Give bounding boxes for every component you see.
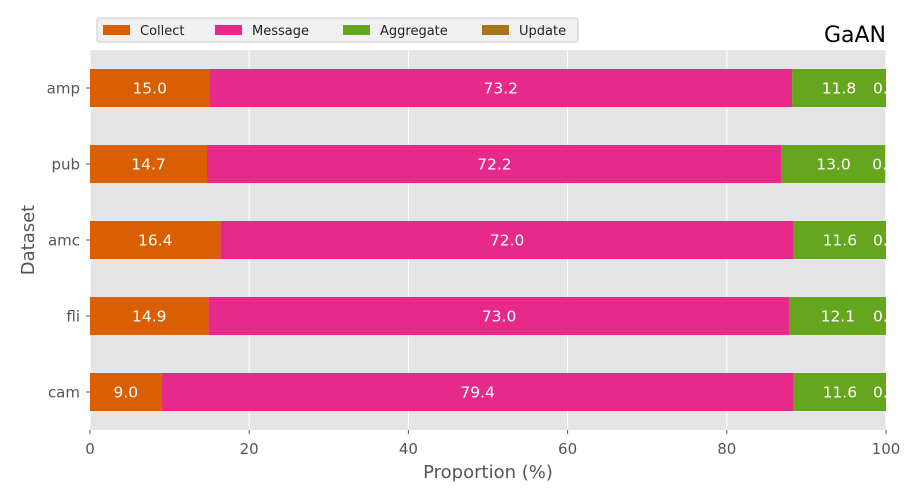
y-axis-title: Dataset — [18, 205, 39, 276]
bar-aggregate-fli — [789, 297, 886, 335]
bar-value-label: 0. — [873, 232, 888, 250]
x-tick-label: 20 — [240, 440, 259, 458]
bar-value-label: 79.4 — [460, 384, 495, 402]
bar-message-cam — [161, 373, 794, 411]
bar-value-label: 72.2 — [477, 156, 512, 174]
bar-value-labels: 15.0 73.2 11.8 0. 14.7 72.2 13.0 0. 16.4 72.0 11.6… — [113, 80, 888, 402]
legend-swatch-update — [482, 25, 509, 35]
legend: Collect Message Aggregate Update — [96, 17, 579, 43]
legend-label-aggregate: Aggregate — [380, 24, 448, 39]
bar-collect-amp — [90, 69, 210, 107]
bar-aggregate-cam — [793, 373, 886, 411]
bar-value-label: 9.0 — [113, 384, 138, 402]
legend-swatch-aggregate — [343, 25, 370, 35]
bar-aggregate-amc — [793, 221, 886, 259]
x-axis-ticks: 0 20 40 60 80 100 — [85, 430, 900, 458]
bar-value-label: 16.4 — [138, 232, 173, 250]
bar-value-label: 12.1 — [821, 308, 856, 326]
y-tick-label: fli — [66, 308, 80, 326]
bar-aggregate-amp — [792, 69, 886, 107]
y-tick-label: cam — [48, 384, 80, 402]
bar-collect-fli — [90, 297, 209, 335]
x-tick-label: 100 — [872, 440, 901, 458]
bar-value-label: 15.0 — [132, 80, 167, 98]
bar-value-label: 11.6 — [823, 384, 858, 402]
legend-label-update: Update — [519, 24, 566, 39]
y-axis-ticks: amp pub amc fli cam — [47, 80, 90, 402]
chart-title: GaAN — [824, 23, 886, 48]
y-tick-label: amp — [47, 80, 80, 98]
x-tick-label: 0 — [85, 440, 95, 458]
bars — [90, 69, 886, 411]
bar-message-pub — [207, 145, 782, 183]
bar-collect-cam — [90, 373, 162, 411]
bar-aggregate-pub — [781, 145, 886, 183]
bar-value-label: 73.0 — [482, 308, 517, 326]
y-tick-label: amc — [48, 232, 80, 250]
legend-label-collect: Collect — [140, 24, 185, 39]
bar-value-label: 11.6 — [823, 232, 858, 250]
legend-label-message: Message — [252, 24, 309, 39]
x-tick-label: 60 — [558, 440, 577, 458]
legend-box — [96, 17, 579, 43]
legend-swatch-message — [215, 25, 242, 35]
x-tick-label: 40 — [399, 440, 418, 458]
bar-value-label: 13.0 — [816, 156, 851, 174]
legend-swatch-collect — [103, 25, 130, 35]
bar-value-label: 0. — [873, 308, 888, 326]
bar-value-label: 14.9 — [132, 308, 167, 326]
x-axis-title: Proportion (%) — [423, 462, 553, 483]
bar-value-label: 11.8 — [822, 80, 857, 98]
y-tick-label: pub — [51, 156, 80, 174]
bar-value-label: 73.2 — [483, 80, 518, 98]
bar-value-label: 0. — [873, 384, 888, 402]
bar-message-amc — [220, 221, 794, 259]
bar-value-label: 72.0 — [490, 232, 525, 250]
bar-message-amp — [209, 69, 793, 107]
x-tick-label: 80 — [717, 440, 736, 458]
bar-collect-pub — [90, 145, 208, 183]
bar-collect-amc — [90, 221, 221, 259]
bar-message-fli — [208, 297, 790, 335]
bar-value-label: 0. — [873, 80, 888, 98]
bar-value-label: 14.7 — [131, 156, 166, 174]
bar-value-label: 0. — [872, 156, 887, 174]
